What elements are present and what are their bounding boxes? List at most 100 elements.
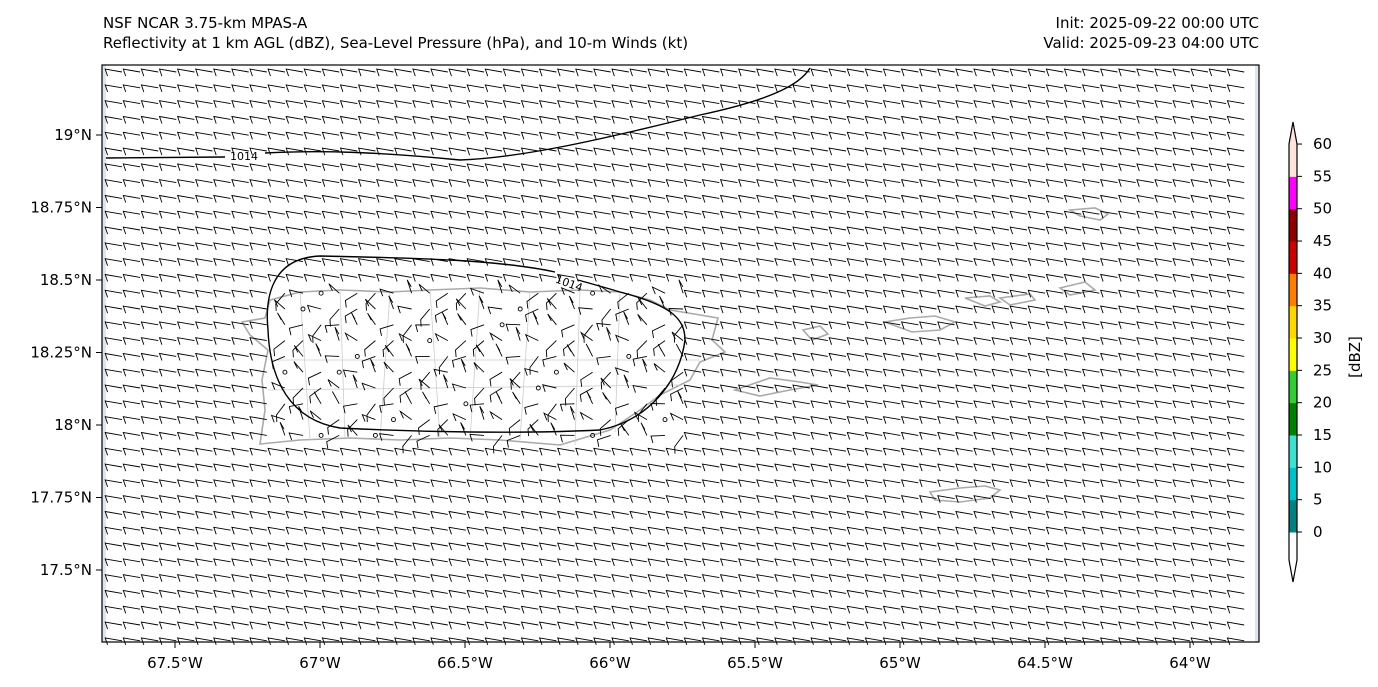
- wind-barb: [1172, 305, 1190, 314]
- wind-barb: [828, 431, 847, 440]
- wind-barb: [882, 447, 901, 456]
- wind-barb: [738, 447, 756, 456]
- wind-barb: [267, 542, 285, 551]
- wind-barb: [1208, 305, 1227, 314]
- wind-barb: [546, 292, 557, 311]
- wind-barb: [1009, 368, 1028, 377]
- wind-barb: [506, 434, 521, 448]
- wind-barb: [1009, 510, 1028, 519]
- wind-barb: [792, 605, 810, 614]
- wind-barb: [433, 368, 448, 377]
- wind-barb: [321, 621, 340, 630]
- wind-barb: [195, 558, 213, 567]
- wind-barb: [267, 605, 285, 614]
- wind-barb: [104, 368, 123, 377]
- wind-barb: [1172, 589, 1190, 598]
- wind-barb: [122, 179, 141, 187]
- wind-barb: [719, 495, 738, 503]
- wind-barb: [249, 115, 267, 124]
- wind-barb: [647, 179, 666, 187]
- wind-barb: [412, 574, 430, 582]
- wind-barb: [919, 416, 937, 424]
- wind-barb: [140, 384, 159, 393]
- wind-barb: [303, 242, 322, 251]
- wind-barb: [738, 384, 756, 393]
- wind-barb: [344, 308, 358, 324]
- wind-barb: [810, 463, 828, 472]
- wind-barb: [1100, 416, 1118, 424]
- wind-barb: [774, 258, 792, 266]
- wind-barb: [466, 605, 485, 614]
- wind-barb: [104, 163, 123, 172]
- wind-barb: [774, 495, 792, 503]
- wind-barb: [828, 352, 847, 361]
- wind-barb: [195, 68, 213, 77]
- wind-barb: [1118, 131, 1136, 140]
- wind-barb: [1208, 621, 1227, 630]
- wind-barb: [394, 558, 412, 567]
- colorbar-segment: [1289, 467, 1297, 501]
- colorbar-tick-label: 55: [1313, 167, 1332, 185]
- wind-barb: [448, 558, 466, 567]
- wind-barb: [864, 605, 883, 614]
- wind-barb: [629, 605, 647, 614]
- wind-barb: [249, 416, 267, 424]
- wind-barb: [195, 258, 213, 266]
- wind-barb: [991, 147, 1009, 156]
- wind-barb: [249, 495, 267, 503]
- wind-barb: [376, 273, 394, 282]
- wind-barb: [176, 210, 195, 219]
- wind-barb: [991, 242, 1009, 251]
- wind-barb: [249, 273, 267, 282]
- wind-barb: [719, 210, 738, 219]
- wind-barb: [1045, 273, 1064, 282]
- wind-barb: [430, 605, 448, 614]
- wind-barb: [557, 100, 575, 108]
- wind-barb: [484, 258, 503, 266]
- wind-barb: [398, 332, 412, 342]
- wind-barb: [525, 308, 539, 322]
- wind-barb: [376, 542, 394, 551]
- wind-barb: [520, 194, 539, 203]
- wind-barb: [1136, 305, 1154, 314]
- wind-barb: [955, 400, 973, 409]
- wind-barb: [140, 463, 159, 472]
- wind-barb: [357, 131, 376, 140]
- wind-barb: [249, 68, 267, 77]
- wind-barb: [104, 242, 123, 251]
- wind-barb: [900, 258, 919, 266]
- wind-barb: [1081, 510, 1100, 519]
- wind-barb: [774, 431, 792, 440]
- wind-barb: [1118, 210, 1136, 219]
- wind-barb: [231, 605, 249, 614]
- wind-barb: [412, 621, 430, 630]
- wind-barb: [466, 258, 485, 266]
- wind-barb: [611, 179, 629, 187]
- wind-barb: [1081, 100, 1100, 108]
- wind-barb: [991, 100, 1009, 108]
- wind-barb: [430, 479, 448, 488]
- wind-barb: [158, 147, 177, 156]
- wind-barb: [379, 288, 394, 297]
- wind-barb: [937, 100, 955, 108]
- wind-barb: [1154, 179, 1172, 187]
- wind-barb: [629, 479, 647, 488]
- wind-barb: [756, 242, 774, 251]
- wind-barb: [864, 589, 883, 598]
- wind-barb: [324, 355, 340, 363]
- wind-barb: [1027, 384, 1046, 393]
- wind-barb: [104, 558, 123, 567]
- wind-barb: [864, 305, 883, 314]
- wind-barb: [288, 403, 304, 414]
- wind-barb: [430, 447, 448, 456]
- wind-barb: [1045, 495, 1064, 503]
- wind-barb: [937, 574, 955, 582]
- wind-barb: [756, 147, 774, 156]
- wind-barb: [593, 463, 611, 472]
- wind-barb: [231, 68, 249, 77]
- wind-barb: [1208, 147, 1227, 156]
- wind-barb: [1009, 447, 1028, 456]
- wind-barb: [683, 258, 702, 266]
- wind-barb: [792, 589, 810, 598]
- wind-barb: [122, 321, 141, 330]
